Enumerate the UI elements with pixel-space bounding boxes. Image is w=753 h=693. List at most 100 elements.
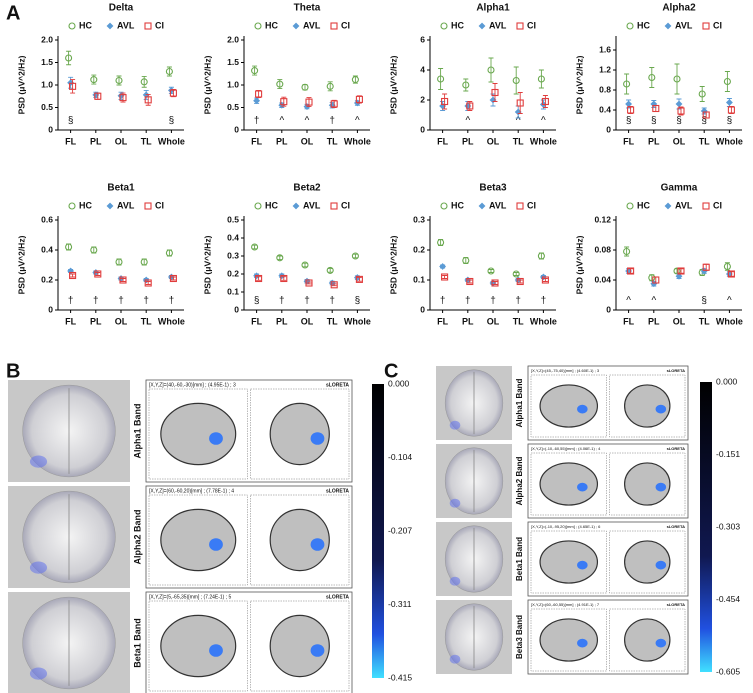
marker [94, 92, 102, 100]
marker [516, 277, 524, 286]
slice-activation [209, 644, 223, 657]
x-tick-label: PL [648, 136, 660, 146]
x-tick-label: Whole [716, 316, 743, 326]
slice-activation [655, 560, 667, 570]
significance-mark: § [169, 116, 175, 127]
marker [106, 202, 114, 210]
marker [723, 77, 731, 86]
colorbar-label: -0.104 [388, 452, 412, 462]
marker [140, 78, 148, 86]
marker [623, 80, 631, 88]
brain-slice [269, 402, 330, 466]
x-tick-label: Whole [158, 136, 185, 146]
y-tick-label: 0.2 [227, 268, 239, 278]
marker [441, 97, 449, 106]
marker [169, 89, 177, 97]
marker [255, 274, 263, 283]
x-tick-label: OL [487, 136, 500, 146]
error-bar [145, 94, 151, 106]
legend-label: HC [79, 200, 92, 210]
legend-label: CI [713, 20, 722, 30]
marker [702, 263, 710, 271]
marker [90, 246, 98, 254]
y-tick-label: 0 [48, 304, 53, 314]
error-bar [488, 269, 494, 273]
colorbar-label: -0.207 [388, 525, 412, 535]
y-axis-label: PSD (μV^2/Hz) [16, 235, 26, 294]
y-tick-label: 2.0 [227, 34, 239, 44]
marker [65, 54, 73, 62]
y-tick-label: 0.4 [227, 232, 239, 242]
y-tick-label: 0.4 [41, 244, 53, 254]
band-label: Alpha2 Band [515, 456, 524, 505]
marker [144, 22, 152, 30]
slice-activation [655, 482, 667, 492]
x-tick-label: OL [301, 136, 314, 146]
slice-activation [577, 482, 588, 492]
colorbar-label: 0.000 [388, 378, 410, 388]
significance-mark: § [68, 116, 74, 127]
marker [144, 202, 152, 210]
y-tick-label: 2 [420, 94, 425, 104]
marker [516, 22, 524, 30]
marker [68, 22, 76, 30]
significance-mark: ^ [305, 116, 310, 127]
brain-slice [269, 614, 330, 678]
slice-header: [X,Y,Z]=(-10,-60,55)[mm] ; (4.06E-1) ; 4 [531, 446, 601, 451]
error-bar [252, 244, 258, 250]
error-bar [306, 281, 312, 285]
marker [512, 270, 520, 278]
marker [119, 276, 127, 284]
significance-mark: † [279, 296, 285, 307]
error-bar [728, 106, 734, 114]
marker [305, 279, 313, 287]
marker [305, 98, 313, 106]
y-axis-label: PSD (μV^2/Hz) [574, 235, 584, 294]
error-bar [120, 278, 126, 282]
brain-slice [623, 540, 671, 584]
marker [330, 22, 338, 30]
marker [627, 267, 635, 275]
error-bar [256, 89, 262, 99]
x-tick-label: PL [90, 316, 102, 326]
chart-title: Beta3 [479, 183, 507, 194]
brain-slice [623, 384, 671, 428]
error-bar [442, 93, 448, 110]
marker [487, 267, 495, 275]
marker [675, 272, 683, 280]
marker [537, 75, 545, 83]
error-bar [170, 276, 176, 281]
marker [330, 281, 338, 289]
method-label: sLORETA [667, 602, 685, 607]
significance-mark: § [701, 296, 707, 307]
chart-title: Beta1 [107, 183, 135, 194]
marker [330, 202, 338, 210]
marker [251, 67, 259, 75]
x-tick-label: PL [276, 316, 288, 326]
y-tick-label: 0 [48, 124, 53, 134]
significance-mark: † [143, 296, 149, 307]
x-tick-label: OL [115, 316, 128, 326]
significance-mark: ^ [727, 296, 732, 307]
marker [723, 262, 731, 271]
x-tick-label: FL [251, 316, 262, 326]
legend-label: AVL [117, 20, 135, 30]
marker [541, 97, 549, 106]
x-tick-label: PL [276, 136, 288, 146]
marker [94, 270, 102, 278]
legend-label: AVL [675, 20, 693, 30]
slice-activation [209, 538, 223, 551]
y-tick-label: 0 [234, 304, 239, 314]
marker [623, 247, 631, 256]
marker [355, 275, 363, 283]
error-bar [170, 89, 176, 98]
y-tick-label: 1.2 [599, 64, 611, 74]
method-label: sLORETA [326, 594, 349, 600]
x-tick-label: PL [462, 136, 474, 146]
marker [677, 267, 685, 275]
error-bar [256, 276, 262, 281]
marker [516, 99, 524, 107]
error-bar [277, 255, 283, 261]
method-label: sLORETA [326, 382, 349, 388]
slice-activation [209, 432, 223, 445]
